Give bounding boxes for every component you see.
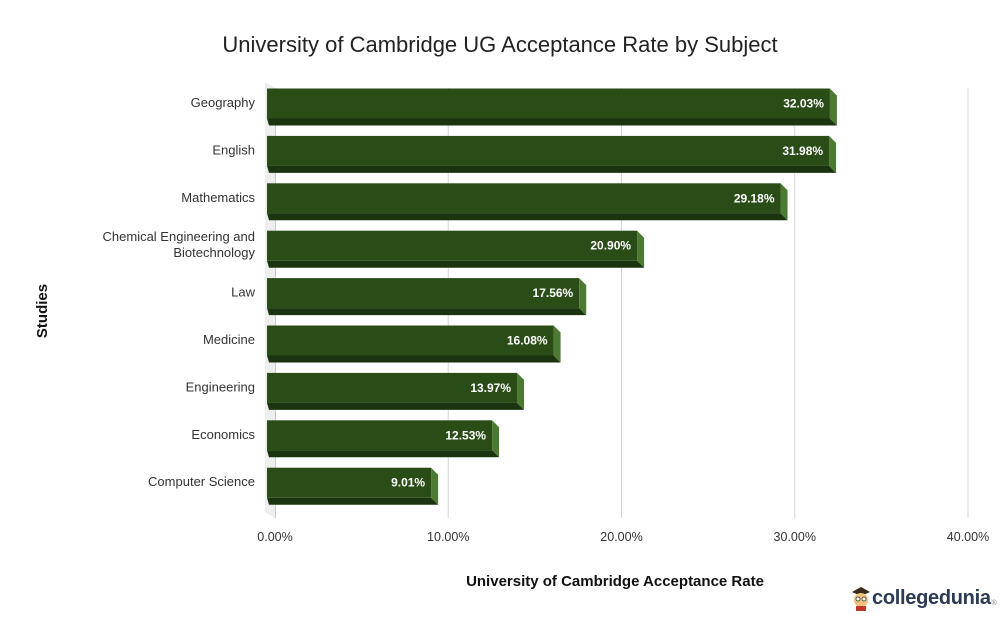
chart-title: University of Cambridge UG Acceptance Ra… [222,32,777,57]
bar-side [780,183,788,221]
bar-value-label: 32.03% [783,97,824,111]
bar-bottom [267,165,837,173]
bar-face [267,135,830,166]
bar-value-label: 31.98% [782,144,823,158]
bar-face [267,420,493,451]
category-label: Computer Science [148,474,255,489]
bar-value-label: 20.90% [590,239,631,253]
bar: 13.97% [267,372,525,410]
bar-bottom [267,355,561,363]
x-tick-label: 20.00% [600,530,642,544]
bar: 9.01% [267,467,439,505]
bar-value-label: 16.08% [507,334,548,348]
bar: 29.18% [267,183,788,221]
bar-side [492,420,500,458]
bar: 20.90% [267,230,645,268]
bar: 17.56% [267,278,587,316]
bar-side [579,278,587,316]
mascot-icon [852,587,870,611]
bar: 32.03% [267,88,837,126]
bar-bottom [267,402,525,410]
brand-registered-mark: ® [991,600,997,607]
category-label: Law [231,285,255,300]
bar-side [829,88,837,126]
bar-value-label: 12.53% [445,428,486,442]
category-label: Engineering [186,379,255,394]
bar-value-label: 17.56% [533,286,574,300]
bar-bottom [267,308,587,316]
collegedunia-logo: collegedunia ® [850,583,997,613]
bar-side [829,135,837,173]
category-label: Medicine [203,332,255,347]
bar-side [431,467,439,505]
bar-face [267,278,580,309]
category-label: Economics [191,427,255,442]
x-tick-label: 10.00% [427,530,469,544]
x-axis-title: University of Cambridge Acceptance Rate [466,573,764,590]
category-label: English [212,142,255,157]
category-label: Mathematics [181,190,255,205]
bar-side [553,325,561,363]
bar-bottom [267,260,645,268]
bar: 12.53% [267,420,500,458]
bars: 32.03% 31.98% 29.18% 20.90% 17.56% 16.08% 13.9… [267,88,837,505]
bar-bottom [267,213,788,221]
bar: 16.08% [267,325,561,363]
bar-face [267,467,432,498]
category-label: Geography [191,95,256,110]
x-tick-label: 40.00% [947,530,989,544]
bar-face [267,325,554,356]
bar-face [267,88,830,119]
bar-face [267,230,638,261]
x-tick-label: 30.00% [774,530,816,544]
brand-name: collegedunia [872,586,991,609]
bar-value-label: 13.97% [470,381,511,395]
bar-side [637,230,645,268]
bar-face [267,372,518,403]
bar-bottom [267,497,439,505]
x-tick-label: 0.00% [257,530,292,544]
bar-side [517,372,525,410]
bar-bottom [267,450,500,458]
bar-face [267,183,781,214]
y-axis-categories: Geography English Mathematics Chemical Engi… [103,95,256,489]
bar-value-label: 29.18% [734,191,775,205]
bar: 31.98% [267,135,837,173]
x-axis-ticks: 0.00% 10.00% 20.00% 30.00% 40.00% [257,530,989,544]
bar-bottom [267,118,837,126]
bar-value-label: 9.01% [391,476,425,490]
y-axis-title: Studies [34,284,51,338]
category-label: Chemical Engineering and Biotechnology [103,229,256,260]
